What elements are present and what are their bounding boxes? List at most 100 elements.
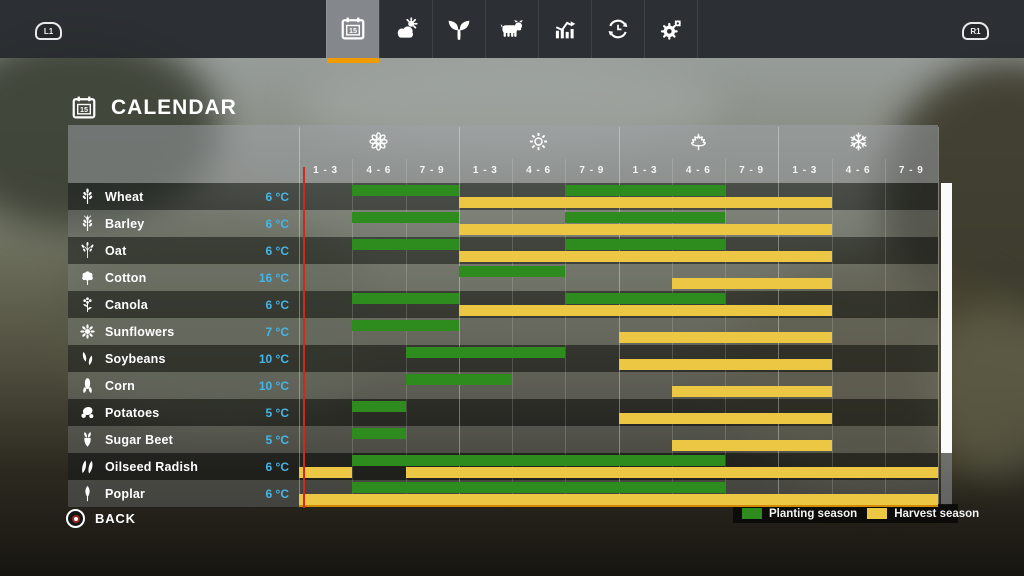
calendar-icon: 15	[339, 15, 367, 43]
flower-icon	[367, 130, 390, 153]
crop-germination-temp: 5 °C	[265, 432, 289, 447]
period-label: 7 - 9	[739, 165, 765, 176]
crop-label-cell: Canola 6 °C	[68, 291, 299, 318]
planting-bar	[565, 239, 725, 250]
period-divider-line	[352, 159, 354, 507]
sunflower-icon	[77, 323, 97, 340]
crop-name: Sugar Beet	[105, 432, 173, 447]
r1-shoulder-button[interactable]: R1	[962, 22, 989, 40]
season-summer: 1 - 3 4 - 6 7 - 9	[459, 125, 619, 183]
crop-label-cell: Soybeans 10 °C	[68, 345, 299, 372]
crop-name: Oat	[105, 243, 127, 258]
harvest-bar	[618, 413, 832, 424]
soybean-icon	[77, 350, 97, 367]
crop-row-soybeans: Soybeans 10 °C	[68, 345, 938, 372]
period-divider-line	[565, 159, 567, 507]
crop-label-cell: Sunflowers 7 °C	[68, 318, 299, 345]
leaf-icon	[687, 130, 710, 153]
crop-row-barley: Barley 6 °C	[68, 210, 938, 237]
crop-row-sunflowers: Sunflowers 7 °C	[68, 318, 938, 345]
planting-bar	[405, 374, 512, 385]
planting-season-swatch	[742, 508, 762, 519]
harvest-bar	[671, 278, 832, 289]
harvest-bar	[458, 305, 832, 316]
scrollbar-thumb[interactable]	[941, 183, 952, 453]
planting-bar	[352, 239, 459, 250]
period-label: 1 - 3	[313, 165, 339, 176]
harvest-bar	[618, 359, 832, 370]
crop-name: Poplar	[105, 486, 146, 501]
period-label: 1 - 3	[632, 165, 658, 176]
wheat-icon	[77, 188, 97, 205]
scrollbar[interactable]	[941, 183, 952, 505]
barley-icon	[77, 215, 97, 232]
tab-weather[interactable]	[379, 0, 432, 58]
crop-germination-temp: 7 °C	[265, 324, 289, 339]
gear-icon	[657, 15, 685, 43]
cycle-icon	[604, 15, 632, 43]
crop-label-cell: Cotton 16 °C	[68, 264, 299, 291]
period-label: 4 - 6	[366, 165, 392, 176]
planting-bar	[565, 293, 725, 304]
tab-settings[interactable]	[644, 0, 697, 58]
cow-icon	[498, 15, 526, 43]
legend: Planting season Harvest season	[733, 504, 979, 523]
crop-germination-temp: 6 °C	[265, 216, 289, 231]
crop-germination-temp: 6 °C	[265, 459, 289, 474]
crop-name: Soybeans	[105, 351, 166, 366]
l1-shoulder-button[interactable]: L1	[35, 22, 62, 40]
harvest-bar	[458, 251, 832, 262]
crop-germination-temp: 10 °C	[258, 378, 289, 393]
harvest-season-swatch	[867, 508, 888, 519]
planting-bar	[352, 185, 459, 196]
crop-name: Cotton	[105, 270, 147, 285]
current-day-marker	[303, 167, 305, 508]
crop-label-cell: Poplar 6 °C	[68, 480, 299, 507]
planting-bar	[352, 455, 725, 466]
crop-label-cell: Sugar Beet 5 °C	[68, 426, 299, 453]
calendar-header: 1 - 3 4 - 6 7 - 9 1 - 3 4 - 6 7 - 9 1 - 3 4 - 6…	[68, 125, 938, 183]
period-divider-line	[831, 159, 833, 507]
calendar-icon: 15	[70, 94, 98, 122]
season-divider-line	[778, 127, 780, 507]
season-autumn: 1 - 3 4 - 6 7 - 9	[619, 125, 779, 183]
planting-bar	[352, 293, 459, 304]
crop-label-cell: Oilseed Radish 6 °C	[68, 453, 299, 480]
crop-germination-temp: 6 °C	[265, 189, 289, 204]
crop-name: Potatoes	[105, 405, 160, 420]
crop-label-cell: Barley 6 °C	[68, 210, 299, 237]
period-label: 1 - 3	[472, 165, 498, 176]
season-divider-line	[618, 127, 620, 507]
crop-label-cell: Corn 10 °C	[68, 372, 299, 399]
back-label: BACK	[95, 511, 136, 526]
tab-calendar[interactable]: 15	[326, 0, 379, 63]
tab-statistics[interactable]	[538, 0, 591, 58]
snowflake-icon	[847, 130, 870, 153]
tab-cycles[interactable]	[591, 0, 644, 58]
period-label: 4 - 6	[685, 165, 711, 176]
circle-button-icon	[66, 509, 85, 528]
calendar-panel: 1 - 3 4 - 6 7 - 9 1 - 3 4 - 6 7 - 9 1 - 3 4 - 6…	[68, 125, 939, 508]
planting-season-label: Planting season	[769, 507, 858, 520]
crop-name: Oilseed Radish	[105, 459, 199, 474]
crop-germination-temp: 6 °C	[265, 297, 289, 312]
crop-row-oilseed-radish: Oilseed Radish 6 °C	[68, 453, 938, 480]
crop-row-wheat: Wheat 6 °C	[68, 183, 938, 210]
sugar-beet-icon	[77, 431, 97, 448]
tab-crops[interactable]	[432, 0, 485, 58]
canola-icon	[77, 296, 97, 313]
back-button[interactable]: BACK	[66, 509, 136, 528]
page-title-text: CALENDAR	[111, 96, 237, 119]
seedling-icon	[445, 15, 473, 43]
harvest-bar	[618, 332, 832, 343]
planting-bar	[352, 320, 459, 331]
crop-name: Canola	[105, 297, 148, 312]
crop-germination-temp: 6 °C	[265, 486, 289, 501]
svg-text:15: 15	[80, 105, 88, 114]
planting-bar	[565, 185, 725, 196]
harvest-bar	[299, 494, 938, 507]
crop-name: Barley	[105, 216, 145, 231]
tab-animals[interactable]	[485, 0, 538, 58]
period-label: 4 - 6	[526, 165, 552, 176]
